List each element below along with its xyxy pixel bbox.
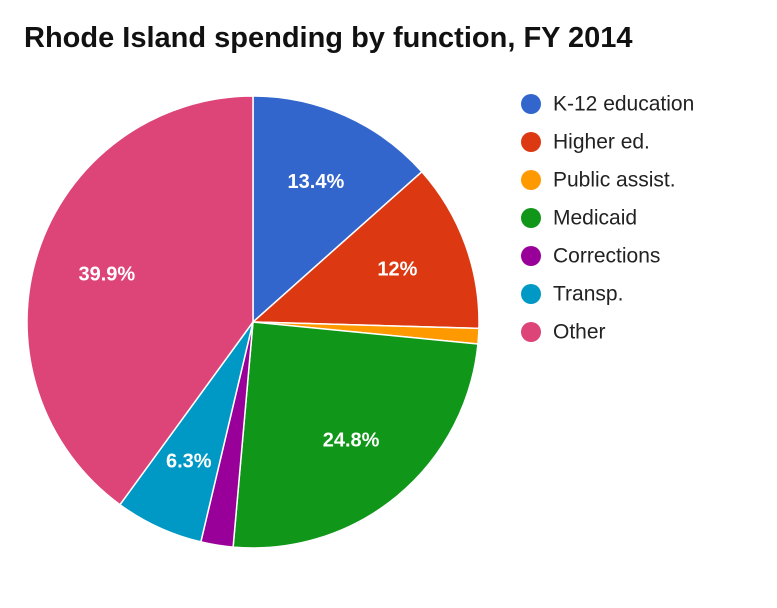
pie-slice-medicaid[interactable] <box>232 321 479 549</box>
legend-item-public-assist[interactable]: Public assist. <box>521 169 676 192</box>
legend-swatch-public-assist <box>521 170 541 190</box>
legend-swatch-transp <box>521 284 541 304</box>
legend-label-transp: Transp. <box>553 283 623 306</box>
slice-label-transp: 6.3% <box>166 451 212 473</box>
legend: K-12 education Higher ed. Public assist. Me… <box>521 93 694 344</box>
pie-slices <box>26 95 480 549</box>
legend-swatch-medicaid <box>521 208 541 228</box>
pie-slice-other[interactable] <box>26 95 254 506</box>
legend-label-other: Other <box>553 321 606 344</box>
legend-swatch-k-12-education <box>521 94 541 114</box>
legend-item-higher-ed[interactable]: Higher ed. <box>521 131 650 154</box>
slice-label-k-12-education: 13.4% <box>288 171 345 193</box>
legend-item-corrections[interactable]: Corrections <box>521 245 660 268</box>
slice-label-other: 39.9% <box>79 263 136 285</box>
legend-item-k-12-education[interactable]: K-12 education <box>521 93 694 116</box>
legend-label-k-12-education: K-12 education <box>553 93 694 116</box>
legend-label-higher-ed: Higher ed. <box>553 131 650 154</box>
legend-item-transp[interactable]: Transp. <box>521 283 623 306</box>
slice-label-higher-ed: 12% <box>377 258 417 280</box>
legend-label-medicaid: Medicaid <box>553 207 637 230</box>
legend-item-medicaid[interactable]: Medicaid <box>521 207 637 230</box>
pie-slice-k-12-education[interactable] <box>252 95 423 324</box>
chart-title: Rhode Island spending by function, FY 20… <box>24 22 633 54</box>
legend-swatch-higher-ed <box>521 132 541 152</box>
legend-label-corrections: Corrections <box>553 245 660 268</box>
legend-item-other[interactable]: Other <box>521 321 606 344</box>
legend-swatch-corrections <box>521 246 541 266</box>
pie-slice-higher-ed[interactable] <box>251 170 480 330</box>
legend-swatch-other <box>521 322 541 342</box>
legend-label-public-assist: Public assist. <box>553 169 676 192</box>
pie-slice-labels: 13.4% 12% 24.8% 6.3% 39.9% <box>79 171 418 473</box>
slice-label-medicaid: 24.8% <box>323 429 380 451</box>
